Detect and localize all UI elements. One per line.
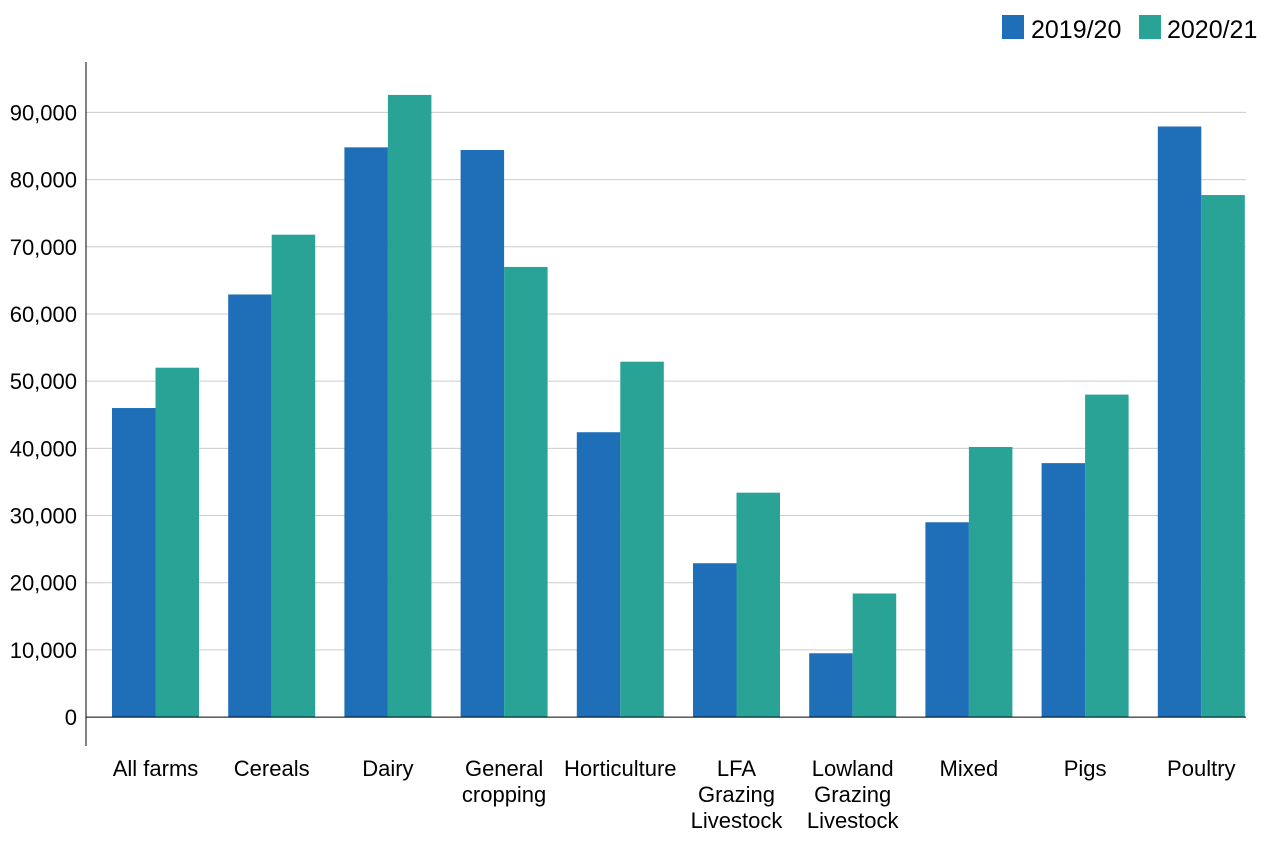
bar-cereals-2020-21 <box>271 234 316 718</box>
y-tick-label: 50,000 <box>10 369 77 394</box>
category-label: Cereals <box>234 756 310 781</box>
legend-swatch-2020-21 <box>1139 15 1161 39</box>
category-label: LFA Grazing Livestock <box>691 756 784 833</box>
bar-lfa-grazing-livestock-2020-21 <box>736 492 780 718</box>
bar-horticulture-2019-20 <box>576 432 621 718</box>
bar-dairy-2019-20 <box>344 147 388 718</box>
bar-pigs-2020-21 <box>1085 394 1129 718</box>
category-label: Lowland Grazing Livestock <box>807 756 900 833</box>
y-tick-label: 70,000 <box>10 235 77 260</box>
y-tick-label: 90,000 <box>10 100 77 125</box>
bar-lowland-grazing-livestock-2019-20 <box>809 653 853 718</box>
category-labels: All farms Cereals Dairy General cropping Hort… <box>113 756 1236 833</box>
category-label: Poultry <box>1167 756 1235 781</box>
bar-all-farms-2019-20 <box>112 408 156 718</box>
category-label: Horticulture <box>564 756 676 781</box>
bars <box>112 94 1245 718</box>
bar-mixed-2019-20 <box>925 522 969 718</box>
legend-swatch-2019-20 <box>1002 15 1024 39</box>
bar-lfa-grazing-livestock-2019-20 <box>693 563 737 718</box>
bar-horticulture-2020-21 <box>620 361 664 718</box>
legend-label-2019-20: 2019/20 <box>1031 16 1121 44</box>
y-tick-label: 0 <box>65 705 77 730</box>
bar-mixed-2020-21 <box>968 447 1013 718</box>
bar-pigs-2019-20 <box>1041 463 1086 718</box>
bar-general-cropping-2020-21 <box>504 266 548 718</box>
bar-lowland-grazing-livestock-2020-21 <box>852 593 897 718</box>
y-tick-label: 20,000 <box>10 571 77 596</box>
legend: 2019/20 2020/21 <box>1002 15 1257 44</box>
y-tick-label: 60,000 <box>10 302 77 327</box>
bar-poultry-2020-21 <box>1201 195 1245 718</box>
category-label: General cropping <box>462 756 546 807</box>
bar-cereals-2019-20 <box>228 294 272 718</box>
y-tick-label: 30,000 <box>10 504 77 529</box>
category-label: Dairy <box>362 756 413 781</box>
y-tick-label: 80,000 <box>10 168 77 193</box>
category-label: All farms <box>113 756 199 781</box>
bar-poultry-2019-20 <box>1157 126 1202 718</box>
category-label: Pigs <box>1064 756 1107 781</box>
axes <box>85 62 1246 746</box>
bar-all-farms-2020-21 <box>155 367 199 718</box>
bar-dairy-2020-21 <box>387 94 432 718</box>
category-label: Mixed <box>940 756 999 781</box>
bar-general-cropping-2019-20 <box>460 150 505 718</box>
y-tick-labels: 0 10,000 20,000 30,000 40,000 50,000 60,000 70,… <box>10 100 77 730</box>
y-tick-label: 40,000 <box>10 436 77 461</box>
y-tick-label: 10,000 <box>10 638 77 663</box>
legend-label-2020-21: 2020/21 <box>1167 16 1257 44</box>
